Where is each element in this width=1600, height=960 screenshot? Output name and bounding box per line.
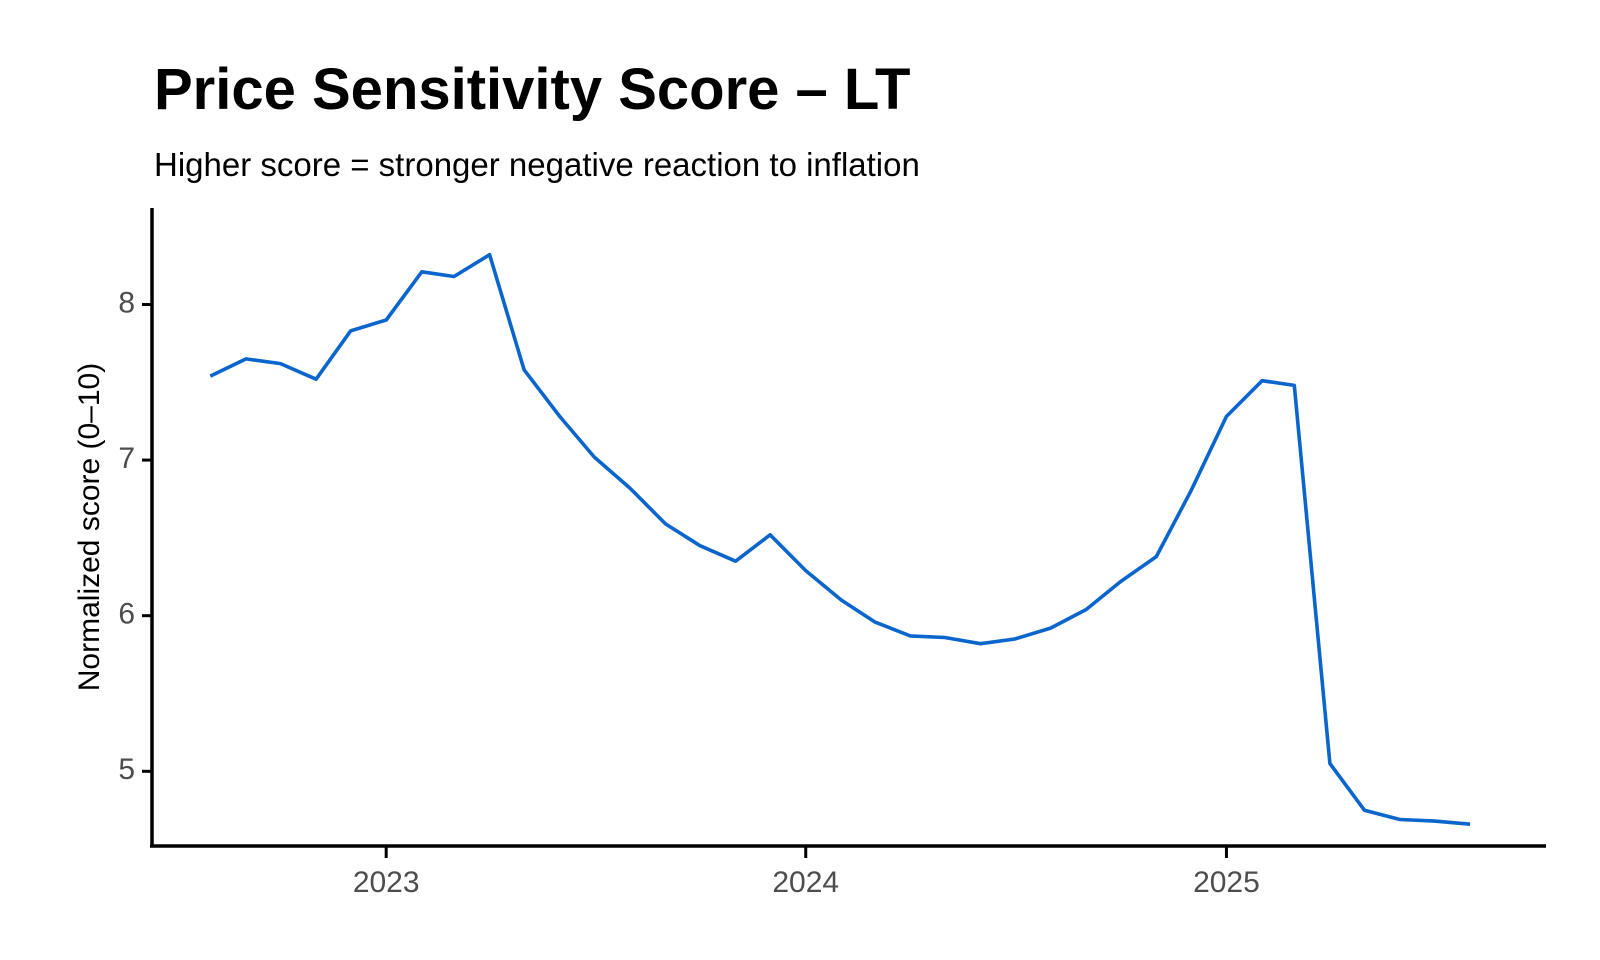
data-point [1398,818,1402,822]
data-point [522,368,526,372]
data-point [592,455,596,459]
data-point [208,374,212,378]
data-point [1049,626,1053,630]
data-point [488,253,492,257]
y-tick-label: 7 [118,442,135,475]
data-point [420,270,424,274]
data-point [1154,555,1158,559]
y-tick-label: 5 [118,753,135,786]
data-point [1084,608,1088,612]
y-tick-group: 5 6 7 8 [118,286,152,786]
x-tick-label: 2024 [772,866,839,899]
data-point [1433,819,1437,823]
data-point [628,486,632,490]
y-tick-label: 8 [118,286,135,319]
data-point [1362,808,1366,812]
data-point [1119,580,1123,584]
data-point [1013,637,1017,641]
data-point [664,522,668,526]
data-point [1292,383,1296,387]
data-point [1468,822,1472,826]
chart-title: Price Sensitivity Score – LT [154,57,911,122]
data-point [349,329,353,333]
data-point [244,357,248,361]
y-tick-label: 6 [118,598,135,631]
data-point [1260,379,1264,383]
data-point [314,377,318,381]
x-tick-label: 2023 [353,866,420,899]
data-point [278,362,282,366]
x-tick-group: 2023 2024 2025 [353,846,1260,899]
x-tick-label: 2025 [1193,866,1260,899]
data-point [839,598,843,602]
data-point [1224,415,1228,419]
data-point [943,636,947,640]
y-axis-title: Normalized score (0–10) [73,363,106,691]
data-points [208,253,1472,827]
data-point [1189,489,1193,493]
data-point [873,620,877,624]
data-point [452,275,456,279]
data-point [979,642,983,646]
data-point [908,634,912,638]
data-point [734,559,738,563]
chart-subtitle: Higher score = stronger negative reactio… [154,146,920,183]
data-point [698,544,702,548]
data-point [768,533,772,537]
data-point [558,415,562,419]
data-point [1328,762,1332,766]
data-point [804,569,808,573]
series-line [209,252,1471,826]
data-point [384,318,388,322]
